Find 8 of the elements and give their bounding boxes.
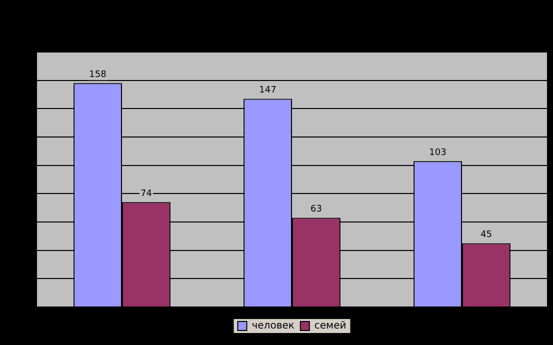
data-label: 63 <box>310 204 322 215</box>
data-label: 147 <box>259 86 276 96</box>
legend-label: человек <box>252 320 294 332</box>
data-label: 158 <box>89 70 107 80</box>
data-label: 74 <box>140 189 152 200</box>
data-label: 45 <box>480 230 492 240</box>
legend-label: семей <box>314 320 346 332</box>
data-label: 103 <box>429 148 446 158</box>
